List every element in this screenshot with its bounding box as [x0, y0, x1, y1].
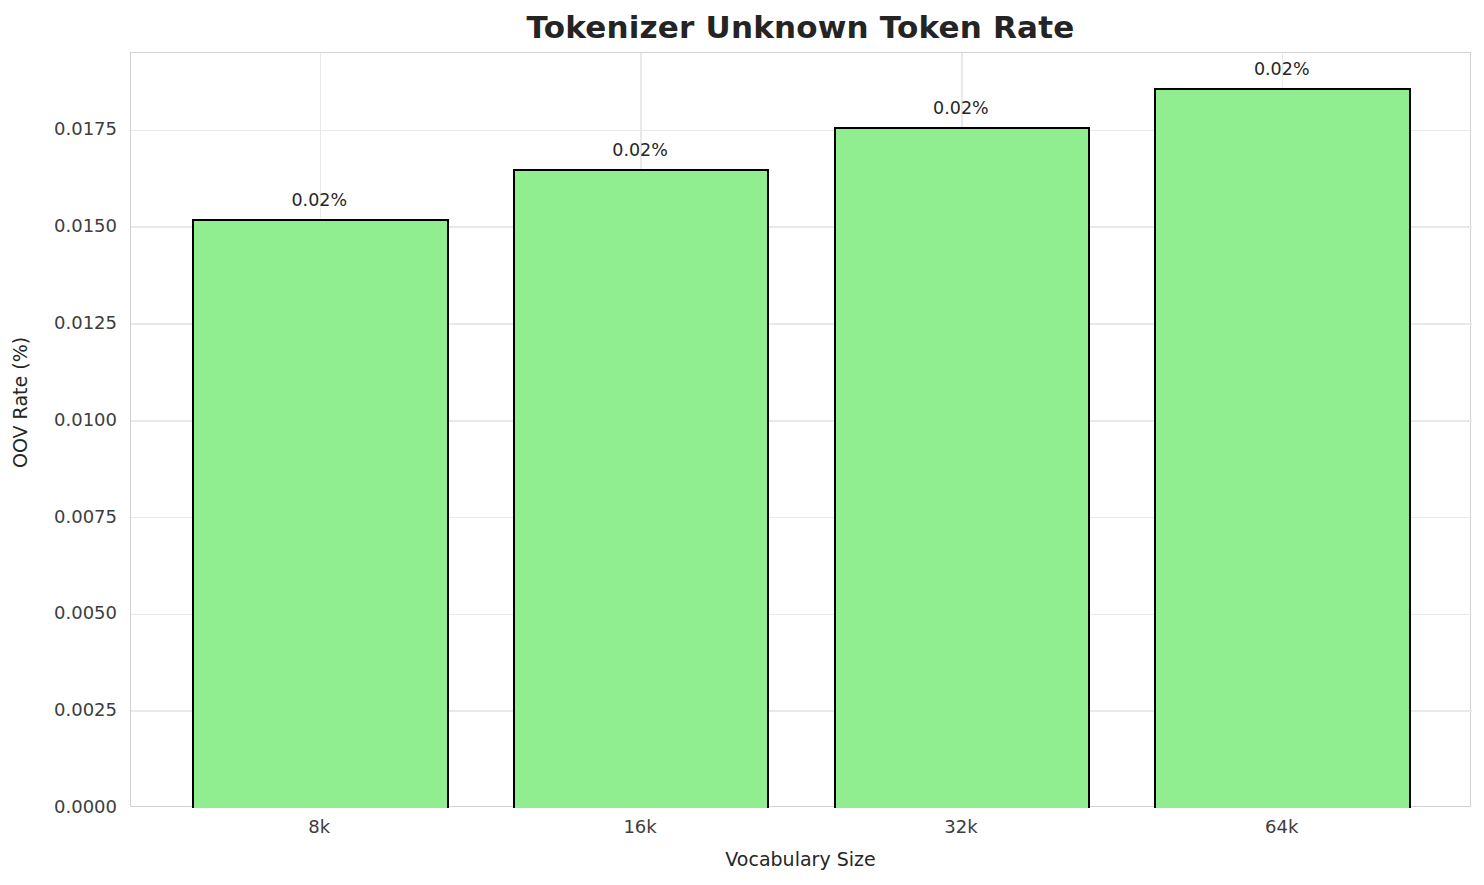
- y-tick-label: 0.0150: [7, 215, 117, 237]
- plot-area: [130, 52, 1471, 807]
- figure: Tokenizer Unknown Token Rate OOV Rate (%…: [0, 0, 1484, 885]
- y-tick-label: 0.0050: [7, 602, 117, 624]
- bar: [834, 127, 1091, 808]
- y-tick-label: 0.0075: [7, 506, 117, 528]
- y-tick-label: 0.0125: [7, 312, 117, 334]
- bar-value-label: 0.02%: [1182, 59, 1382, 79]
- x-axis-label: Vocabulary Size: [130, 846, 1471, 872]
- bar: [192, 219, 449, 808]
- y-tick-label: 0.0025: [7, 699, 117, 721]
- x-tick-label: 64k: [1182, 815, 1382, 839]
- x-tick-label: 32k: [861, 815, 1061, 839]
- bar-value-label: 0.02%: [540, 140, 740, 160]
- y-axis-label: OOV Rate (%): [7, 442, 33, 468]
- bar: [1154, 88, 1411, 808]
- chart-title: Tokenizer Unknown Token Rate: [130, 6, 1471, 48]
- y-tick-label: 0.0000: [7, 796, 117, 818]
- y-tick-label: 0.0100: [7, 409, 117, 431]
- x-tick-label: 16k: [540, 815, 740, 839]
- bar: [513, 169, 770, 808]
- x-tick-label: 8k: [219, 815, 419, 839]
- bar-value-label: 0.02%: [219, 190, 419, 210]
- y-tick-label: 0.0175: [7, 118, 117, 140]
- bar-value-label: 0.02%: [861, 98, 1061, 118]
